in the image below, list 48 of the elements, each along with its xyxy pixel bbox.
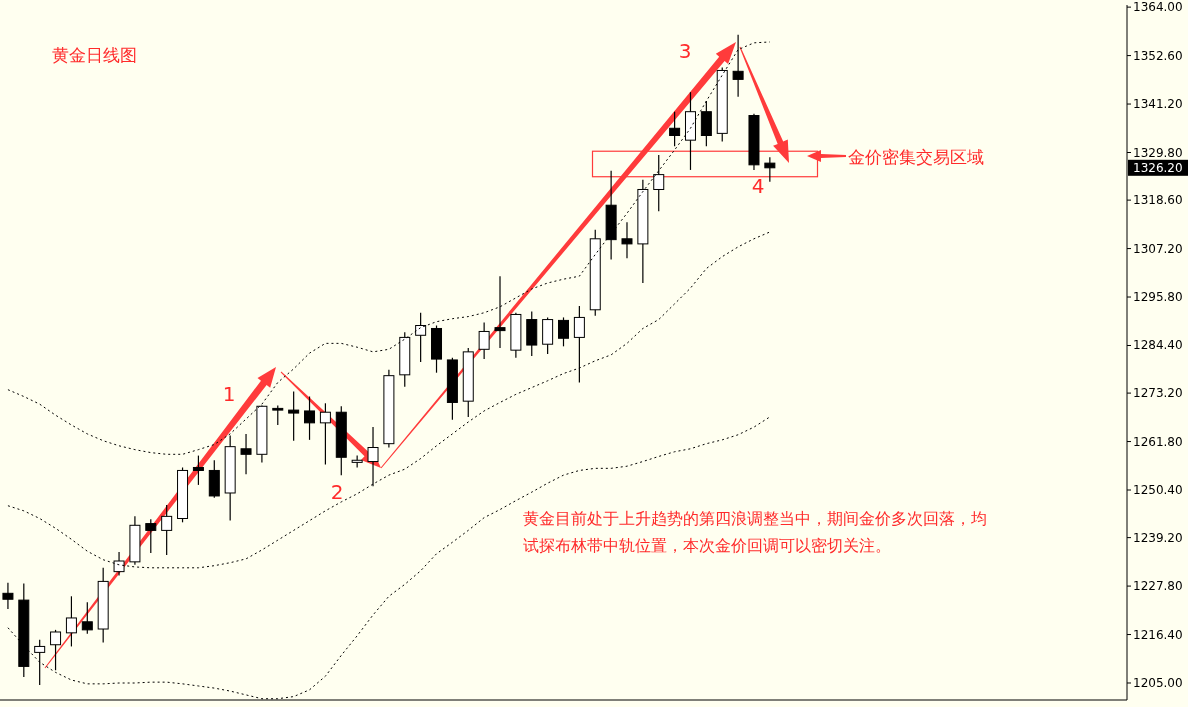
y-tick-label: 1284.40 <box>1133 338 1183 353</box>
y-tick-label: 1239.20 <box>1133 530 1183 545</box>
candlestick <box>764 156 776 183</box>
y-tick-label: 1250.40 <box>1133 483 1183 498</box>
annotation: 2 <box>330 480 344 504</box>
candlestick <box>50 629 62 671</box>
candlestick <box>700 100 712 147</box>
y-tick-label: 1318.60 <box>1133 193 1183 208</box>
candlestick <box>669 111 681 147</box>
annotation: 3 <box>678 39 692 63</box>
candlestick <box>288 390 300 442</box>
candlestick <box>558 316 569 347</box>
candlestick <box>415 312 427 363</box>
candlestick <box>367 426 379 487</box>
candlestick <box>494 275 506 349</box>
candlestick <box>2 582 14 610</box>
annotation: 金价密集交易区域 <box>848 147 984 167</box>
y-tick-label: 1364.00 <box>1133 0 1183 15</box>
annotation: 黄金目前处于上升趋势的第四浪调整当中，期间金价多次回落，均试探布林带中轨位置，本次金价回调可以密切关注。 <box>523 508 988 557</box>
y-tick-label: 1352.60 <box>1133 48 1183 63</box>
annotation: 1 <box>222 382 236 406</box>
y-tick-label: 1205.00 <box>1133 676 1183 690</box>
candlestick <box>304 395 316 441</box>
text: 黄金日线图 <box>52 45 137 65</box>
y-tick-label: 1261.80 <box>1133 434 1183 449</box>
y-tick-label: 1307.20 <box>1133 241 1183 256</box>
candlestick <box>145 518 157 554</box>
text: 1326.20 <box>1133 160 1183 175</box>
y-tick-label: 1227.80 <box>1133 579 1183 594</box>
candlestick <box>240 433 252 475</box>
candlestick <box>161 504 173 556</box>
candlestick <box>81 601 93 635</box>
candlestick <box>621 221 633 259</box>
y-tick-label: 1295.80 <box>1133 290 1183 305</box>
candlestick <box>573 305 585 384</box>
candlestick <box>653 154 665 212</box>
y-tick-label: 1273.20 <box>1133 386 1183 401</box>
y-tick-label: 1341.20 <box>1133 97 1183 112</box>
candlestick <box>272 404 284 426</box>
candlestick <box>319 402 331 466</box>
y-tick-label: 1329.80 <box>1133 145 1183 160</box>
candlestick <box>192 454 204 486</box>
annotation: 4 <box>751 174 765 198</box>
candlestick <box>478 321 490 360</box>
y-tick-label: 1216.40 <box>1133 627 1183 642</box>
candlestick <box>351 454 363 469</box>
candlestick <box>34 639 46 686</box>
candlestick <box>65 595 77 648</box>
